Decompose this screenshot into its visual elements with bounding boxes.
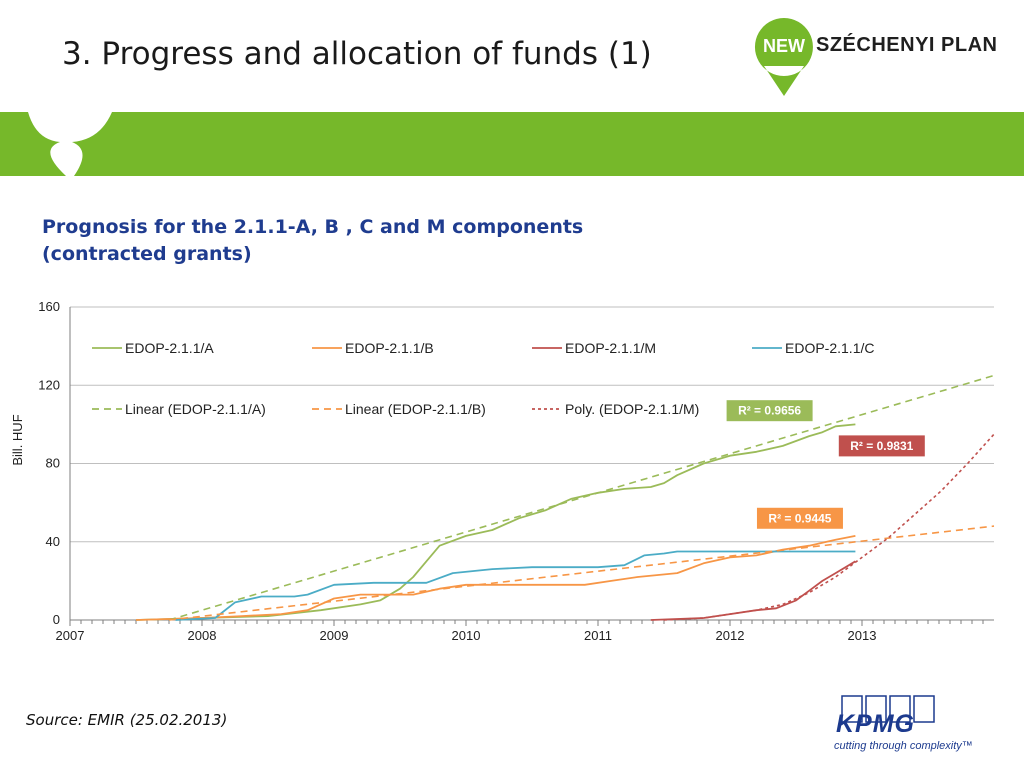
x-tick-label-2009: 2009 xyxy=(320,628,349,643)
series-line-3 xyxy=(175,550,856,621)
y-axis-label: Bill. HUF xyxy=(10,414,25,465)
series-line-6 xyxy=(663,433,995,621)
x-tick-label-2012: 2012 xyxy=(716,628,745,643)
subtitle-line-1: Prognosis for the 2.1.1-A, B , C and M c… xyxy=(42,216,584,238)
kpmg-tagline: cutting through complexity™ xyxy=(834,740,973,752)
r2-box-2 xyxy=(756,507,843,529)
legend-label-4: Linear (EDOP-2.1.1/A) xyxy=(125,401,266,417)
logo-badge: NEW xyxy=(763,36,805,56)
logo-pin-shape xyxy=(754,18,813,96)
kpmg-wordmark: KPMG xyxy=(836,710,915,738)
chart-gridlines xyxy=(70,306,994,543)
chart-series xyxy=(135,374,995,621)
x-tick-label-2007: 2007 xyxy=(56,628,85,643)
legend-label-6: Poly. (EDOP-2.1.1/M) xyxy=(565,401,699,417)
x-tick-label-2011: 2011 xyxy=(584,628,612,643)
r2-label-1: R² = 0.9831 xyxy=(850,439,913,453)
legend-label-5: Linear (EDOP-2.1.1/B) xyxy=(345,401,486,417)
r2-label-0: R² = 0.9656 xyxy=(738,404,801,418)
y-tick-label-160: 160 xyxy=(38,299,60,314)
logo-text: SZÉCHENYI PLAN xyxy=(816,34,998,56)
green-banner xyxy=(0,112,1024,176)
slide-title: 3. Progress and allocation of funds (1) xyxy=(62,36,652,72)
r2-box-1 xyxy=(838,435,925,457)
series-line-5 xyxy=(168,525,995,621)
series-line-0 xyxy=(135,423,856,621)
chart-annotations: R² = 0.9656 R² = 0.9831 R² = 0.9445 xyxy=(726,400,925,529)
x-tick-label-2008: 2008 xyxy=(188,628,217,643)
banner-pin-cutout xyxy=(28,112,112,176)
chart-axes: 0 40 80 120 160 2007 2008 2009 2010 2011 2012 2013 xyxy=(38,299,994,643)
y-tick-label-0: 0 xyxy=(53,612,60,627)
x-tick-label-2013: 2013 xyxy=(848,628,877,643)
legend-label-3: EDOP-2.1.1/C xyxy=(785,340,874,356)
y-tick-label-80: 80 xyxy=(46,456,60,471)
y-tick-label-120: 120 xyxy=(38,377,60,392)
r2-label-2: R² = 0.9445 xyxy=(768,511,831,525)
r2-box-0 xyxy=(726,400,813,422)
source-note: Source: EMIR (25.02.2013) xyxy=(26,711,228,729)
legend-label-2: EDOP-2.1.1/M xyxy=(565,340,656,356)
series-line-1 xyxy=(135,535,856,621)
chart-legend: EDOP-2.1.1/A EDOP-2.1.1/B EDOP-2.1.1/M EDOP… xyxy=(92,340,874,417)
kpmg-logo-boxes xyxy=(841,695,935,723)
series-line-2 xyxy=(650,560,856,621)
legend-label-1: EDOP-2.1.1/B xyxy=(345,340,434,356)
szechenyi-logo: NEW xyxy=(754,18,813,96)
legend-label-0: EDOP-2.1.1/A xyxy=(125,340,214,356)
chart-subtitle: Prognosis for the 2.1.1-A, B , C and M c… xyxy=(42,214,583,268)
subtitle-line-2: (contracted grants) xyxy=(42,243,252,265)
x-tick-label-2010: 2010 xyxy=(452,628,481,643)
y-tick-label-40: 40 xyxy=(46,534,60,549)
